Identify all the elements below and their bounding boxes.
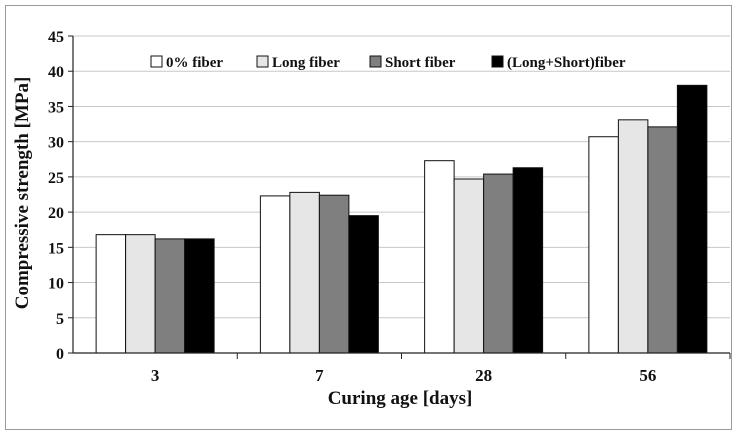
bar [676, 84, 708, 354]
bar [512, 167, 544, 354]
bar [318, 194, 350, 354]
y-tick-label: 45 [48, 29, 64, 46]
legend-label: 0% fiber [166, 55, 223, 71]
legend-label: (Long+Short)fiber [507, 55, 626, 71]
bar [184, 238, 215, 354]
bar [483, 173, 514, 354]
bar [647, 126, 678, 354]
x-axis-label: Curing age [days] [328, 388, 473, 409]
y-tick-label: 35 [48, 99, 64, 116]
legend-label: Short fiber [385, 55, 456, 71]
y-tick-label: 25 [48, 170, 64, 187]
bar [348, 215, 379, 354]
bar [289, 191, 320, 354]
y-tick-label: 0 [56, 346, 64, 363]
legend-label: Long fiber [272, 55, 340, 71]
y-tick-label: 20 [48, 205, 64, 222]
bar [154, 238, 186, 354]
y-tick-label: 15 [48, 240, 64, 257]
bar [125, 234, 156, 354]
legend-swatch [256, 55, 269, 68]
y-axis-label: Compressive strength [MPa] [12, 77, 33, 310]
y-tick-label: 30 [48, 135, 64, 152]
y-tick-label: 5 [56, 311, 64, 328]
bars [95, 84, 708, 354]
y-tick-label: 40 [48, 64, 64, 81]
y-tick-labels: 0 5 10 15 20 25 30 35 40 45 [48, 29, 64, 363]
x-tick-label: 28 [475, 366, 492, 385]
bar [424, 160, 455, 354]
bar [617, 119, 649, 354]
x-tick-label: 56 [639, 366, 656, 385]
bar [95, 234, 127, 354]
legend-swatch [369, 55, 382, 68]
bar [259, 195, 291, 354]
legend-swatch [491, 55, 504, 68]
x-tick-label: 7 [315, 366, 324, 385]
legend: 0% fiber Long fiber Short fiber (Long+Short… [150, 55, 626, 71]
axes [68, 35, 731, 359]
bar [453, 178, 485, 354]
legend-swatch [150, 55, 163, 68]
x-tick-labels: 3 7 28 56 [151, 366, 657, 385]
y-tick-label: 10 [48, 276, 64, 293]
x-tick-label: 3 [151, 366, 160, 385]
bar [588, 136, 619, 354]
